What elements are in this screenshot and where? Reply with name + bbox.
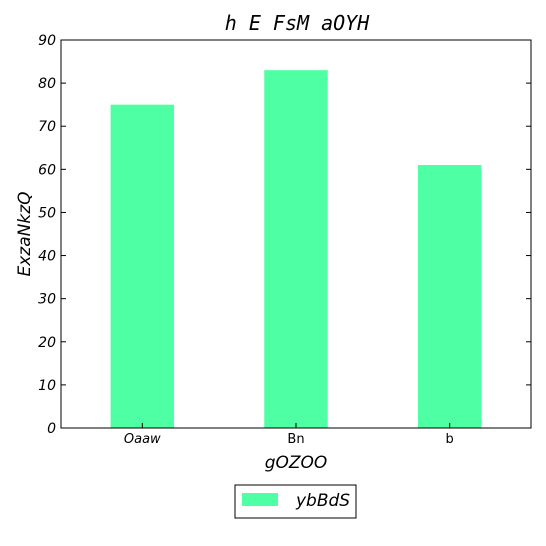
bar-b xyxy=(417,165,482,428)
y-tick-label: 20 xyxy=(38,335,56,351)
x-tick-label: Bn xyxy=(287,432,304,447)
y-tick-label: 30 xyxy=(38,292,56,308)
bars-group xyxy=(110,70,482,429)
bar-bn xyxy=(264,70,328,428)
plot-frame xyxy=(60,39,532,429)
y-tick-label: 10 xyxy=(38,378,56,394)
y-tick-label: 70 xyxy=(38,119,56,135)
y-tick-label: 90 xyxy=(38,33,56,49)
x-tick-label: b xyxy=(446,432,454,447)
x-tick-label: Oaaw xyxy=(124,432,161,447)
x-ticks-group: Oaaw Bn b xyxy=(124,423,454,447)
x-axis-label: gOZOO xyxy=(265,453,328,473)
bar-oaaw xyxy=(110,104,175,429)
y-tick-label: 50 xyxy=(38,205,56,221)
y-ticks-group: 0 10 20 30 40 50 60 70 80 90 xyxy=(38,33,531,437)
legend-swatch xyxy=(242,493,278,506)
y-axis-label: ExzaNkzQ xyxy=(15,191,35,276)
legend: ybBdS xyxy=(234,484,357,519)
y-tick-label: 40 xyxy=(38,249,56,265)
chart-title: h E FsM aOYH xyxy=(225,11,370,35)
y-tick-label: 80 xyxy=(38,76,56,92)
y-tick-label: 60 xyxy=(38,162,56,178)
y-tick-label: 0 xyxy=(47,421,56,437)
legend-label: ybBdS xyxy=(295,491,350,511)
